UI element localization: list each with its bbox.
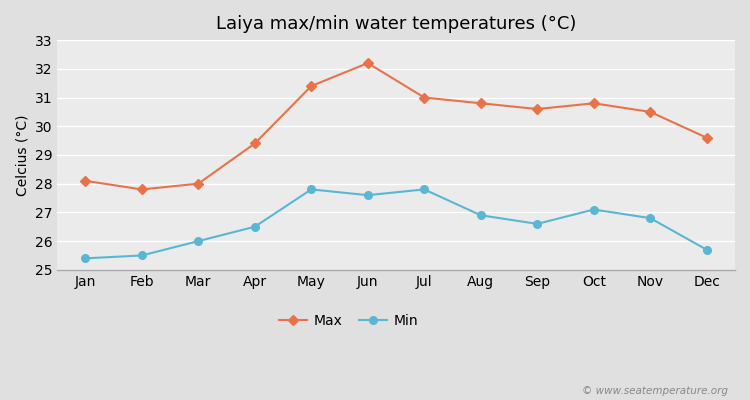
- Max: [532, 107, 542, 112]
- Max: [363, 61, 372, 66]
- Title: Laiya max/min water temperatures (°C): Laiya max/min water temperatures (°C): [216, 15, 576, 33]
- Min: [363, 193, 372, 198]
- Min: [646, 216, 655, 220]
- Min: [81, 256, 90, 261]
- Min: [194, 239, 202, 244]
- Y-axis label: Celcius (°C): Celcius (°C): [15, 114, 29, 196]
- Min: [137, 253, 146, 258]
- Text: © www.seatemperature.org: © www.seatemperature.org: [581, 386, 728, 396]
- Max: [420, 95, 429, 100]
- Min: [702, 247, 711, 252]
- Max: [307, 84, 316, 88]
- Min: [307, 187, 316, 192]
- Max: [81, 178, 90, 183]
- Max: [590, 101, 598, 106]
- Line: Max: Max: [82, 59, 710, 193]
- Max: [251, 141, 260, 146]
- Max: [137, 187, 146, 192]
- Max: [476, 101, 485, 106]
- Min: [476, 213, 485, 218]
- Min: [590, 207, 598, 212]
- Min: [420, 187, 429, 192]
- Max: [646, 110, 655, 114]
- Max: [702, 135, 711, 140]
- Min: [532, 222, 542, 226]
- Max: [194, 181, 202, 186]
- Legend: Max, Min: Max, Min: [273, 309, 424, 334]
- Line: Min: Min: [82, 186, 710, 262]
- Min: [251, 224, 260, 229]
